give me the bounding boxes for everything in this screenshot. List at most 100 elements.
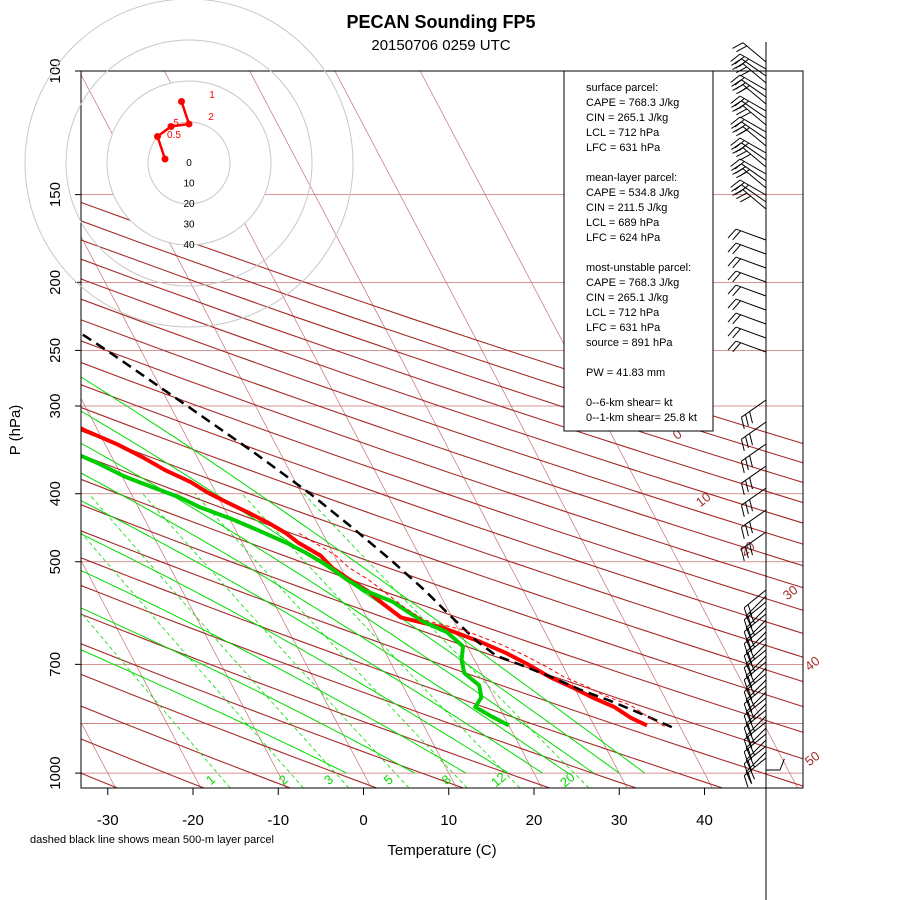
dry-adiabat-label: 30	[780, 582, 801, 603]
hodograph-ring-label: 30	[183, 220, 195, 231]
wind-barb-feather	[727, 270, 737, 281]
wind-barb-feather	[736, 45, 748, 53]
hodograph: 0 10 20 30 40 1 2 50.5	[24, 0, 354, 328]
x-tick-label: 10	[440, 812, 457, 829]
hodograph-point	[178, 98, 185, 105]
y-axis-label: P (hPa)	[7, 405, 24, 456]
hodograph-point-label: 2	[208, 112, 214, 123]
dry-adiabat-line	[81, 220, 803, 464]
y-tick-label: 1000	[47, 756, 64, 789]
moist-adiabat-line	[81, 649, 347, 774]
info-line: CIN = 265.1 J/kg	[586, 292, 668, 304]
x-tick-label: 20	[526, 812, 543, 829]
dry-adiabat-line	[81, 613, 550, 788]
chart-subtitle: 20150706 0259 UTC	[371, 37, 510, 54]
hodograph-point-label: 5	[173, 118, 179, 129]
wind-barb-feather	[732, 230, 742, 241]
wind-barb-feather	[727, 256, 737, 267]
mixing-ratio-line	[142, 493, 410, 788]
wind-barb-feather	[732, 300, 742, 311]
x-tick-label: -20	[182, 812, 204, 829]
info-line: most-unstable parcel:	[586, 262, 691, 274]
wind-barb	[735, 340, 767, 353]
x-axis-ticks: -30 -20 -10 0 10 20 30 40	[97, 788, 713, 829]
info-line: CAPE = 768.3 J/kg	[586, 97, 679, 109]
dry-adiabat-line	[81, 258, 803, 504]
wind-barb-feather	[732, 42, 744, 49]
dry-adiabat-label: 10	[693, 489, 714, 510]
y-tick-label: 300	[47, 393, 64, 418]
wind-barb-feather	[736, 87, 748, 95]
mixing-ratio-label: 5	[381, 772, 396, 788]
wind-barb-feather	[732, 189, 744, 196]
moist-adiabat-line	[81, 569, 467, 774]
info-line: 0--6-km shear= kt	[586, 397, 673, 409]
dry-adiabat-line	[81, 298, 803, 545]
dry-adiabat-line	[81, 584, 637, 788]
wind-barb-feather	[740, 417, 745, 429]
hodograph-point-label: 0.5	[167, 130, 181, 141]
hodograph-point	[154, 133, 161, 140]
wind-barb-feather	[730, 137, 741, 146]
dry-adiabat-line	[81, 201, 803, 445]
hodograph-ring	[106, 80, 272, 246]
wind-barb-feather	[749, 499, 753, 512]
hodograph-point-label: 1	[209, 90, 215, 101]
dry-adiabat-line	[81, 557, 723, 788]
dry-adiabat-line	[81, 478, 803, 733]
isotherm-line	[81, 235, 372, 788]
hodograph-ring	[65, 39, 313, 287]
mixing-ratio-label: 1	[203, 772, 218, 788]
wind-barb	[735, 312, 767, 325]
wind-barb-feather	[749, 543, 753, 556]
dry-adiabat-line	[81, 643, 464, 788]
wind-barb-feather	[736, 108, 748, 116]
wind-barb	[745, 607, 767, 629]
dry-adiabat-line	[81, 504, 803, 760]
x-tick-label: 0	[359, 812, 367, 829]
wind-barb	[735, 270, 767, 283]
wind-barb-feather	[749, 521, 753, 534]
wind-barb-feather	[730, 158, 741, 167]
wind-barb-feather	[732, 63, 744, 70]
wind-barb-feather	[739, 195, 751, 203]
info-line: CIN = 211.5 J/kg	[586, 202, 667, 214]
info-line: surface parcel:	[586, 82, 658, 94]
y-tick-label: 250	[47, 338, 64, 363]
wind-barb	[735, 284, 767, 297]
x-axis-label: Temperature (C)	[387, 842, 496, 859]
x-tick-label: -30	[97, 812, 119, 829]
dry-adiabat-line	[81, 384, 803, 634]
dry-adiabat-line	[81, 406, 803, 658]
x-tick-label: 30	[611, 812, 628, 829]
dry-adiabat-label: 50	[802, 748, 823, 769]
mixing-ratio-label: 2	[276, 772, 291, 788]
wind-barb-feather	[730, 74, 741, 83]
dry-adiabat-line	[81, 430, 803, 683]
info-line: LFC = 631 hPa	[586, 322, 661, 334]
wind-barb-feather	[732, 286, 742, 297]
wind-barb-feather	[732, 147, 744, 154]
wind-barb-feather	[749, 455, 753, 468]
wind-barb-feather	[731, 58, 742, 66]
y-tick-label: 500	[47, 549, 64, 574]
hodograph-point	[167, 123, 175, 130]
info-line: LFC = 624 hPa	[586, 232, 661, 244]
dry-adiabat-line	[81, 239, 803, 484]
wind-barb-feather	[736, 66, 748, 74]
hodograph-background	[107, 81, 271, 245]
wind-barb	[745, 595, 767, 617]
info-line: LFC = 631 hPa	[586, 142, 661, 154]
wind-barb-feather	[745, 458, 749, 471]
wind-barb-feather	[727, 326, 737, 337]
mixing-ratio-line	[303, 493, 590, 788]
info-line: source = 891 hPa	[586, 337, 673, 349]
wind-barb-feather	[727, 340, 737, 351]
moist-adiabat-line	[81, 472, 569, 774]
wind-barb-feather	[731, 184, 742, 192]
wind-barb-feather	[732, 126, 744, 133]
y-tick-label: 200	[47, 270, 64, 295]
dry-adiabat-line	[81, 530, 803, 787]
virtual_temperature-line	[298, 532, 665, 727]
wind-barb-feather	[732, 342, 742, 353]
